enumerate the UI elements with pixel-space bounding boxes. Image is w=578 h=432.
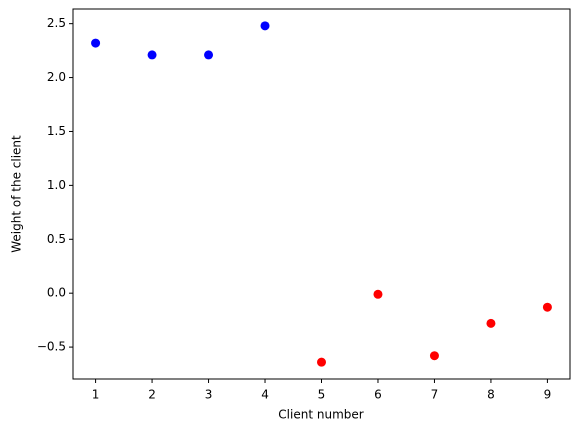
x-tick-label: 2 bbox=[148, 388, 156, 402]
point bbox=[147, 50, 157, 60]
x-tick-label: 9 bbox=[544, 388, 552, 402]
x-tick-label: 5 bbox=[318, 388, 326, 402]
y-tick-label: −0.5 bbox=[37, 340, 66, 354]
point bbox=[204, 50, 214, 60]
y-tick-label: 1.5 bbox=[47, 124, 66, 138]
axes-frame bbox=[72, 8, 571, 380]
y-tick-label: 0.0 bbox=[47, 286, 66, 300]
y-axis-label: Weight of the client bbox=[10, 135, 24, 253]
x-tick-label: 6 bbox=[374, 388, 382, 402]
x-tick-label: 4 bbox=[261, 388, 269, 402]
point bbox=[429, 351, 439, 361]
y-tick-label: 1.0 bbox=[47, 178, 66, 192]
y-tick-label: 2.5 bbox=[47, 16, 66, 30]
point bbox=[542, 302, 552, 312]
x-tick-label: 8 bbox=[487, 388, 495, 402]
point bbox=[317, 357, 326, 367]
point bbox=[91, 38, 101, 48]
x-axis-label: Client number bbox=[278, 408, 363, 422]
point bbox=[260, 21, 270, 31]
point bbox=[486, 318, 496, 328]
y-tick-label: 2.0 bbox=[47, 70, 66, 84]
x-tick-label: 3 bbox=[205, 388, 213, 402]
y-tick-label: 0.5 bbox=[47, 232, 66, 246]
x-tick-label: 1 bbox=[92, 388, 100, 402]
point bbox=[373, 289, 383, 299]
x-tick-label: 7 bbox=[431, 388, 439, 402]
